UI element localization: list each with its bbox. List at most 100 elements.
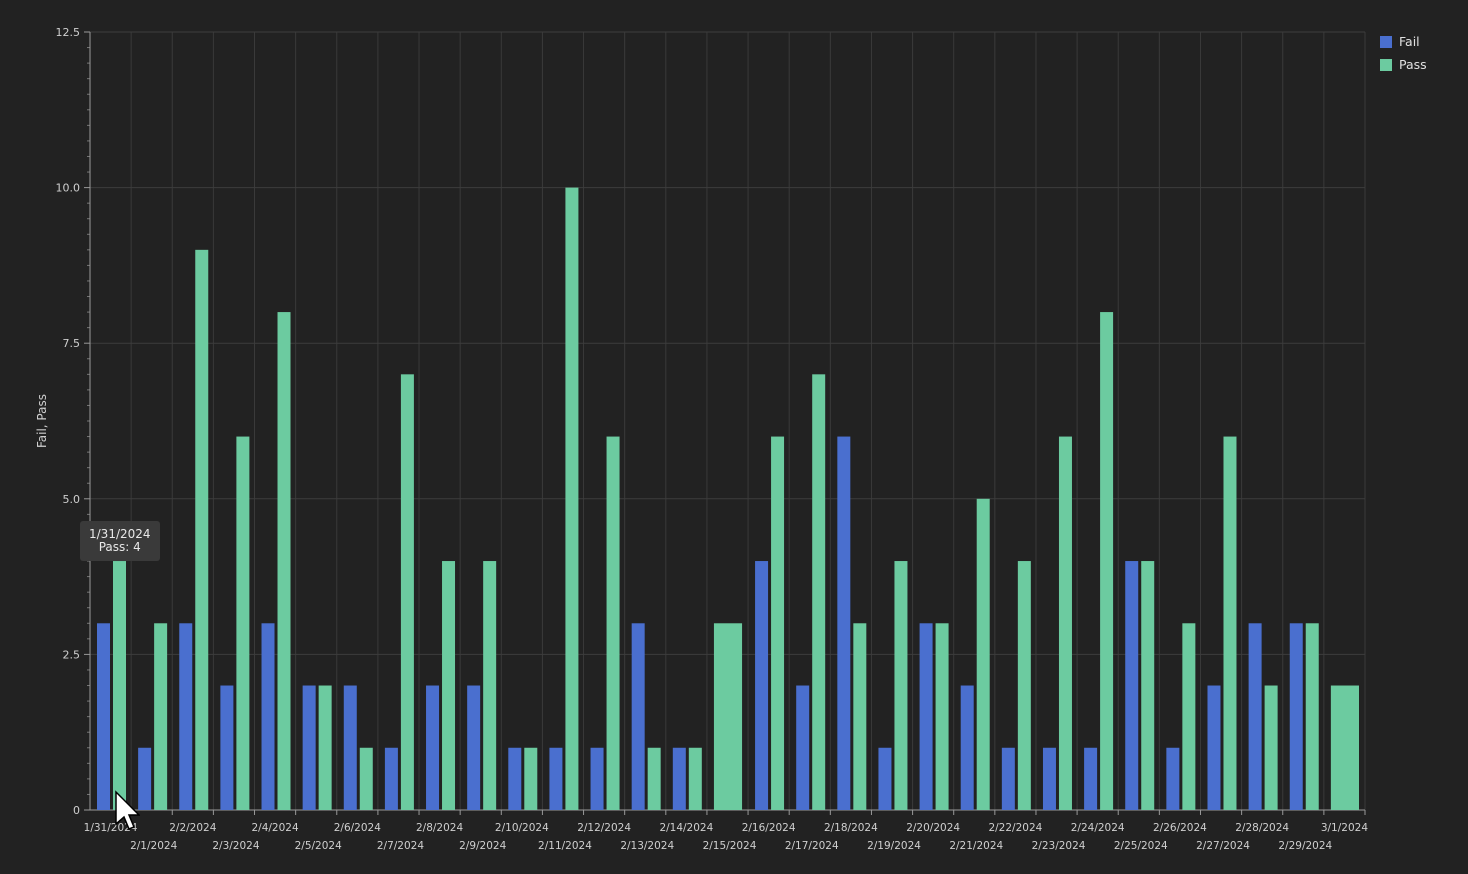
bar-pass bbox=[483, 561, 497, 810]
bar-fail bbox=[1207, 685, 1221, 810]
bar-fail bbox=[1166, 747, 1180, 810]
bar-pass bbox=[359, 747, 373, 810]
bar-pass bbox=[935, 623, 949, 810]
bar-pass bbox=[1182, 623, 1196, 810]
x-tick-label: 2/14/2024 bbox=[659, 822, 713, 834]
y-tick-label: 12.5 bbox=[56, 26, 81, 39]
bar-pass bbox=[1223, 436, 1237, 810]
bar-pass bbox=[442, 561, 456, 810]
x-tick-label: 2/25/2024 bbox=[1114, 840, 1168, 852]
bar-fail bbox=[1125, 561, 1139, 810]
bar-fail bbox=[837, 436, 851, 810]
bar-pass bbox=[1305, 623, 1319, 810]
bar-fail bbox=[97, 623, 110, 810]
x-tick-label: 2/4/2024 bbox=[251, 822, 298, 834]
bar-fail bbox=[878, 747, 892, 810]
x-tick-label: 2/18/2024 bbox=[824, 822, 878, 834]
x-tick-label: 2/16/2024 bbox=[742, 822, 796, 834]
x-tick-label: 2/12/2024 bbox=[577, 822, 631, 834]
x-tick-label: 2/5/2024 bbox=[295, 840, 342, 852]
bar-pass bbox=[647, 747, 661, 810]
bar-pass bbox=[1141, 561, 1155, 810]
x-tick-label: 2/10/2024 bbox=[495, 822, 549, 834]
x-tick-label: 2/8/2024 bbox=[416, 822, 463, 834]
bar-fail bbox=[549, 747, 563, 810]
bar-fail bbox=[384, 747, 398, 810]
x-tick-label: 2/7/2024 bbox=[377, 840, 424, 852]
x-tick-label: 2/22/2024 bbox=[988, 822, 1042, 834]
bar-fail bbox=[960, 685, 974, 810]
bar-pass bbox=[812, 374, 826, 810]
x-tick-label: 2/21/2024 bbox=[949, 840, 1003, 852]
legend-swatch-pass bbox=[1380, 59, 1392, 71]
mouse-cursor-icon bbox=[115, 790, 140, 830]
x-tick-label: 2/13/2024 bbox=[620, 840, 674, 852]
bar-pass bbox=[318, 685, 332, 810]
legend-label-pass: Pass bbox=[1399, 57, 1427, 72]
y-tick-label: 5.0 bbox=[63, 493, 81, 506]
bar-fail bbox=[1248, 623, 1262, 810]
bar-fail bbox=[796, 685, 810, 810]
bar-fail bbox=[1042, 747, 1056, 810]
bar-pass bbox=[113, 561, 126, 810]
x-tick-label: 2/15/2024 bbox=[703, 840, 757, 852]
x-tick-label: 2/29/2024 bbox=[1278, 840, 1332, 852]
x-tick-label: 2/20/2024 bbox=[906, 822, 960, 834]
bar-pass bbox=[1058, 436, 1072, 810]
bar-fail bbox=[467, 685, 481, 810]
bar-fail bbox=[261, 623, 275, 810]
bar-pass bbox=[1330, 685, 1359, 810]
x-tick-label: 2/6/2024 bbox=[334, 822, 381, 834]
bar-pass bbox=[565, 187, 579, 811]
bar-pass bbox=[154, 623, 168, 810]
x-tick-label: 2/11/2024 bbox=[538, 840, 592, 852]
tooltip-value: Pass: 4 bbox=[98, 540, 141, 554]
bar-fail bbox=[590, 747, 604, 810]
x-tick-label: 2/3/2024 bbox=[212, 840, 259, 852]
bar-pass bbox=[606, 436, 620, 810]
x-tick-label: 2/27/2024 bbox=[1196, 840, 1250, 852]
y-tick-label: 7.5 bbox=[63, 337, 81, 350]
bar-fail bbox=[138, 747, 152, 810]
bar-fail bbox=[1084, 747, 1098, 810]
bar-fail bbox=[1289, 623, 1303, 810]
x-tick-label: 2/2/2024 bbox=[169, 822, 216, 834]
bar-pass bbox=[713, 623, 743, 810]
bar-pass bbox=[277, 312, 291, 810]
legend-label-fail: Fail bbox=[1399, 34, 1420, 49]
tooltip-title: 1/31/2024 bbox=[89, 527, 151, 541]
bar-pass bbox=[524, 747, 538, 810]
y-tick-label: 2.5 bbox=[63, 648, 81, 661]
bar-fail bbox=[919, 623, 933, 810]
x-tick-label: 3/1/2024 bbox=[1321, 822, 1368, 834]
bar-pass bbox=[1017, 561, 1031, 810]
bar-fail bbox=[631, 623, 645, 810]
y-tick-label: 10.0 bbox=[56, 182, 81, 195]
y-tick-label: 0 bbox=[73, 804, 80, 817]
bar-pass bbox=[1100, 312, 1114, 810]
bar-pass bbox=[400, 374, 414, 810]
legend-swatch-fail bbox=[1380, 36, 1392, 48]
x-tick-label: 2/1/2024 bbox=[130, 840, 177, 852]
bar-pass bbox=[976, 498, 990, 810]
bar-pass bbox=[1264, 685, 1278, 810]
bar-pass bbox=[853, 623, 867, 810]
bar-fail bbox=[1001, 747, 1015, 810]
y-axis-label: Fail, Pass bbox=[35, 394, 49, 448]
bar-pass bbox=[688, 747, 702, 810]
x-tick-label: 1/31/2024 bbox=[84, 822, 138, 834]
bar-pass bbox=[195, 249, 209, 811]
x-tick-label: 2/19/2024 bbox=[867, 840, 921, 852]
x-tick-label: 2/24/2024 bbox=[1071, 822, 1125, 834]
tooltip: 1/31/2024 Pass: 4 bbox=[80, 521, 160, 561]
x-tick-label: 2/28/2024 bbox=[1235, 822, 1289, 834]
bar-fail bbox=[220, 685, 234, 810]
x-tick-label: 2/26/2024 bbox=[1153, 822, 1207, 834]
x-tick-label: 2/17/2024 bbox=[785, 840, 839, 852]
bar-pass bbox=[236, 436, 250, 810]
bar-fail bbox=[426, 685, 440, 810]
x-tick-label: 2/23/2024 bbox=[1032, 840, 1086, 852]
bar-pass bbox=[771, 436, 785, 810]
bar-fail bbox=[343, 685, 357, 810]
